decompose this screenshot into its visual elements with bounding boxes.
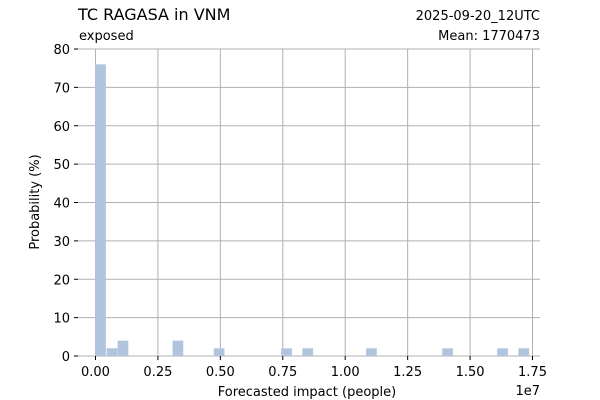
y-tick-label: 30 xyxy=(53,235,70,250)
forecast-timestamp: 2025-09-20_12UTC xyxy=(416,9,540,24)
mean-value-label: Mean: 1770473 xyxy=(438,29,540,44)
histogram-bar xyxy=(497,348,508,356)
histogram-bar xyxy=(281,348,292,356)
y-tick-label: 70 xyxy=(53,81,70,96)
x-axis-ticks: 0.00 0.25 0.50 0.75 1.00 1.25 1.50 1.75 xyxy=(81,356,547,380)
x-tick-label: 1.00 xyxy=(331,365,360,380)
x-axis-offset-label: 1e7 xyxy=(515,384,540,399)
histogram-bar xyxy=(213,348,225,356)
histogram-bar xyxy=(518,348,530,356)
y-tick-label: 60 xyxy=(53,120,70,135)
y-tick-label: 40 xyxy=(53,197,70,212)
x-tick-label: 0.00 xyxy=(81,365,110,380)
x-tick-label: 1.50 xyxy=(456,365,485,380)
histogram-bar xyxy=(106,348,118,356)
x-tick-label: 0.50 xyxy=(206,365,235,380)
histogram-bar xyxy=(442,348,453,356)
histogram-bar xyxy=(366,348,377,356)
x-axis-label: Forecasted impact (people) xyxy=(218,385,396,400)
chart-subtitle: exposed xyxy=(79,29,134,44)
histogram-bar xyxy=(302,348,314,356)
y-axis-label: Probability (%) xyxy=(28,154,43,249)
y-axis-ticks: 0 10 20 30 40 50 60 70 80 xyxy=(53,43,78,365)
x-tick-label: 1.25 xyxy=(393,365,422,380)
y-tick-label: 50 xyxy=(53,158,70,173)
x-tick-label: 0.25 xyxy=(143,365,172,380)
grid-lines xyxy=(78,48,540,357)
y-tick-label: 20 xyxy=(53,273,70,288)
chart-title: TC RAGASA in VNM xyxy=(77,5,230,24)
x-tick-label: 1.75 xyxy=(518,365,547,380)
bars xyxy=(95,64,530,356)
y-tick-label: 80 xyxy=(53,43,70,58)
y-tick-label: 0 xyxy=(62,350,70,365)
histogram-bar xyxy=(95,64,106,356)
x-tick-label: 0.75 xyxy=(268,365,297,380)
y-tick-label: 10 xyxy=(53,312,70,327)
histogram-bar xyxy=(172,340,184,356)
histogram-bar xyxy=(117,340,129,356)
